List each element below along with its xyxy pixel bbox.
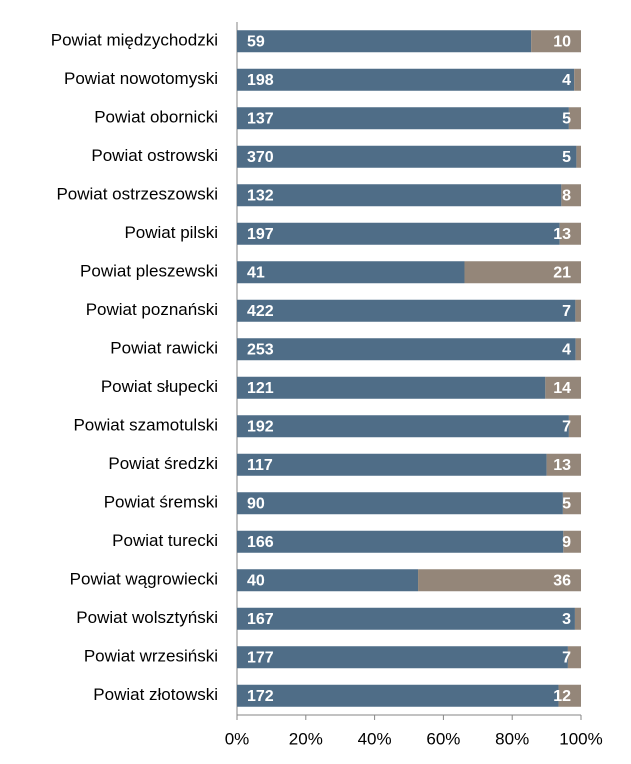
x-tick-label: 100% bbox=[559, 729, 602, 748]
bar-segment bbox=[546, 453, 581, 476]
value-label: 9 bbox=[562, 534, 571, 551]
value-label: 13 bbox=[553, 226, 571, 243]
bar-segment bbox=[575, 338, 581, 361]
y-tick-label: Powiat ostrzeszowski bbox=[56, 185, 218, 204]
bar-segment bbox=[574, 68, 581, 91]
value-label: 7 bbox=[562, 649, 571, 666]
value-label: 198 bbox=[247, 72, 274, 89]
y-tick-label: Powiat turecki bbox=[112, 531, 218, 550]
bar-segment bbox=[237, 607, 575, 630]
bar-segment bbox=[237, 68, 575, 91]
y-tick-label: Powiat ostrowski bbox=[91, 146, 218, 165]
bar-segment bbox=[418, 569, 581, 592]
value-label: 4 bbox=[562, 341, 571, 358]
value-label: 172 bbox=[247, 688, 274, 705]
bar-segment bbox=[563, 530, 581, 553]
bar-segment bbox=[568, 415, 581, 438]
value-label: 59 bbox=[247, 33, 265, 50]
y-tick-label: Powiat wolsztyński bbox=[76, 608, 218, 627]
value-label: 177 bbox=[247, 649, 274, 666]
bar-segment bbox=[237, 646, 568, 669]
bar-segment bbox=[545, 376, 581, 399]
bar-segment bbox=[559, 222, 581, 245]
y-tick-label: Powiat pleszewski bbox=[80, 262, 218, 281]
bar-segment bbox=[562, 492, 581, 515]
y-tick-label: Powiat obornicki bbox=[94, 108, 218, 127]
bar-segment bbox=[464, 261, 581, 284]
y-tick-label: Powiat szamotulski bbox=[73, 416, 218, 435]
value-label: 137 bbox=[247, 110, 274, 127]
value-label: 370 bbox=[247, 149, 274, 166]
value-label: 4 bbox=[562, 72, 571, 89]
value-label: 12 bbox=[553, 688, 571, 705]
value-label: 5 bbox=[562, 149, 571, 166]
bar-segment bbox=[237, 184, 562, 207]
value-label: 5 bbox=[562, 110, 571, 127]
value-label: 40 bbox=[247, 572, 265, 589]
value-label: 197 bbox=[247, 226, 274, 243]
y-tick-label: Powiat poznański bbox=[86, 300, 218, 319]
y-tick-label: Powiat średzki bbox=[108, 454, 218, 473]
y-tick-label: Powiat śremski bbox=[104, 493, 218, 512]
x-tick-label: 60% bbox=[426, 729, 460, 748]
bar-segment bbox=[237, 376, 546, 399]
bar-segment bbox=[237, 145, 577, 168]
bar-segment bbox=[558, 684, 581, 707]
value-label: 14 bbox=[553, 380, 571, 397]
bar-segment bbox=[237, 530, 564, 553]
bar-segment bbox=[237, 299, 576, 322]
y-tick-label: Powiat wrzesiński bbox=[84, 647, 218, 666]
bar-segment bbox=[574, 607, 581, 630]
value-label: 167 bbox=[247, 611, 274, 628]
x-tick-label: 0% bbox=[225, 729, 250, 748]
value-label: 13 bbox=[553, 457, 571, 474]
value-label: 132 bbox=[247, 187, 274, 204]
bar-segment bbox=[237, 415, 569, 438]
bar-segment bbox=[237, 569, 419, 592]
value-label: 10 bbox=[553, 33, 571, 50]
value-label: 36 bbox=[553, 572, 571, 589]
bar-segment bbox=[237, 222, 560, 245]
y-tick-label: Powiat pilski bbox=[124, 223, 218, 242]
y-tick-label: Powiat słupecki bbox=[101, 377, 218, 396]
y-tick-label: Powiat rawicki bbox=[110, 339, 218, 358]
value-label: 166 bbox=[247, 534, 274, 551]
y-tick-label: Powiat międzychodzki bbox=[51, 31, 218, 50]
x-tick-label: 20% bbox=[289, 729, 323, 748]
bar-segment bbox=[576, 145, 581, 168]
bar-segment bbox=[237, 492, 563, 515]
bar-segment bbox=[237, 261, 465, 284]
bar-segment bbox=[237, 30, 532, 53]
value-label: 5 bbox=[562, 495, 571, 512]
value-label: 422 bbox=[247, 303, 274, 320]
value-label: 41 bbox=[247, 264, 265, 281]
bar-segment bbox=[237, 338, 576, 361]
value-label: 253 bbox=[247, 341, 274, 358]
x-tick-label: 40% bbox=[358, 729, 392, 748]
bar-segment bbox=[567, 646, 581, 669]
bar-segment bbox=[568, 107, 581, 130]
y-tick-label: Powiat nowotomyski bbox=[64, 69, 218, 88]
bar-segment bbox=[561, 184, 581, 207]
value-label: 192 bbox=[247, 418, 274, 435]
bar-segment bbox=[575, 299, 581, 322]
value-label: 3 bbox=[562, 611, 571, 628]
value-label: 7 bbox=[562, 303, 571, 320]
value-label: 117 bbox=[247, 457, 273, 474]
y-tick-label: Powiat złotowski bbox=[93, 685, 218, 704]
value-label: 8 bbox=[562, 187, 571, 204]
bar-segment bbox=[237, 453, 547, 476]
value-label: 90 bbox=[247, 495, 265, 512]
x-tick-label: 80% bbox=[495, 729, 529, 748]
bar-segment bbox=[531, 30, 581, 53]
value-label: 7 bbox=[562, 418, 571, 435]
bar-segment bbox=[237, 684, 559, 707]
bar-segment bbox=[237, 107, 569, 130]
value-label: 21 bbox=[553, 264, 571, 281]
y-tick-label: Powiat wągrowiecki bbox=[70, 570, 218, 589]
value-label: 121 bbox=[247, 380, 274, 397]
